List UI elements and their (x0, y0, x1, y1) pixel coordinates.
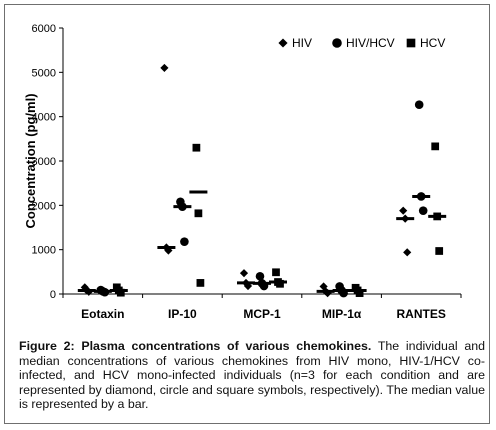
data-point-square (116, 288, 125, 297)
x-category-label: MCP-1 (243, 307, 281, 321)
data-point-square (194, 209, 203, 218)
data-point-diamond (239, 269, 249, 278)
y-tick-label: 3000 (32, 156, 56, 168)
data-point-circle (255, 271, 265, 281)
x-category-label: Eotaxin (81, 307, 124, 321)
figure-frame: 0 1000 2000 3000 4000 5000 6000 Eotaxin IP-10 MCP… (4, 4, 490, 424)
y-tick-label: 6000 (32, 23, 56, 35)
data-point-square (272, 268, 280, 277)
data-point-diamond (323, 289, 332, 298)
legend-label: HIV/HCV (346, 36, 395, 50)
data-point-square (196, 279, 205, 287)
data-point-square (276, 279, 284, 288)
y-tick-label: 1000 (32, 245, 56, 257)
data-point-square (431, 142, 440, 151)
legend-marker-circle (332, 38, 342, 48)
y-tick-label: 4000 (32, 112, 56, 124)
figure-caption: Figure 2: Plasma concentrations of vario… (19, 339, 485, 412)
legend-label: HCV (420, 36, 445, 50)
caption-lead: Figure 2: Plasma concentrations of vario… (19, 339, 372, 353)
data-point-circle (180, 237, 189, 246)
caption-text: The individual and median concentrations… (19, 339, 485, 412)
data-point-square (192, 143, 201, 152)
x-category-label: IP-10 (168, 307, 197, 321)
data-point-diamond (403, 248, 412, 257)
y-tick-label: 5000 (32, 67, 56, 79)
data-point-diamond (80, 283, 89, 292)
y-axis-title: Concentration (pg/ml) (23, 93, 38, 228)
x-category-label: MIP-1α (322, 307, 362, 321)
legend-marker-square (406, 38, 416, 48)
x-category-label: RANTES (397, 307, 446, 321)
chemokine-chart: 0 1000 2000 3000 4000 5000 6000 Eotaxin IP-10 MCP… (23, 23, 462, 321)
data-point-diamond (399, 206, 408, 215)
y-tick-label: 0 (50, 289, 56, 301)
data-point-square (435, 247, 444, 255)
data-point-diamond (160, 63, 169, 72)
data-point-circle (418, 206, 428, 215)
data-point-square (355, 289, 364, 297)
legend-marker-diamond (278, 38, 288, 48)
data-point-circle (414, 100, 424, 109)
y-tick-label: 2000 (32, 200, 56, 212)
legend-label: HIV (292, 36, 312, 50)
